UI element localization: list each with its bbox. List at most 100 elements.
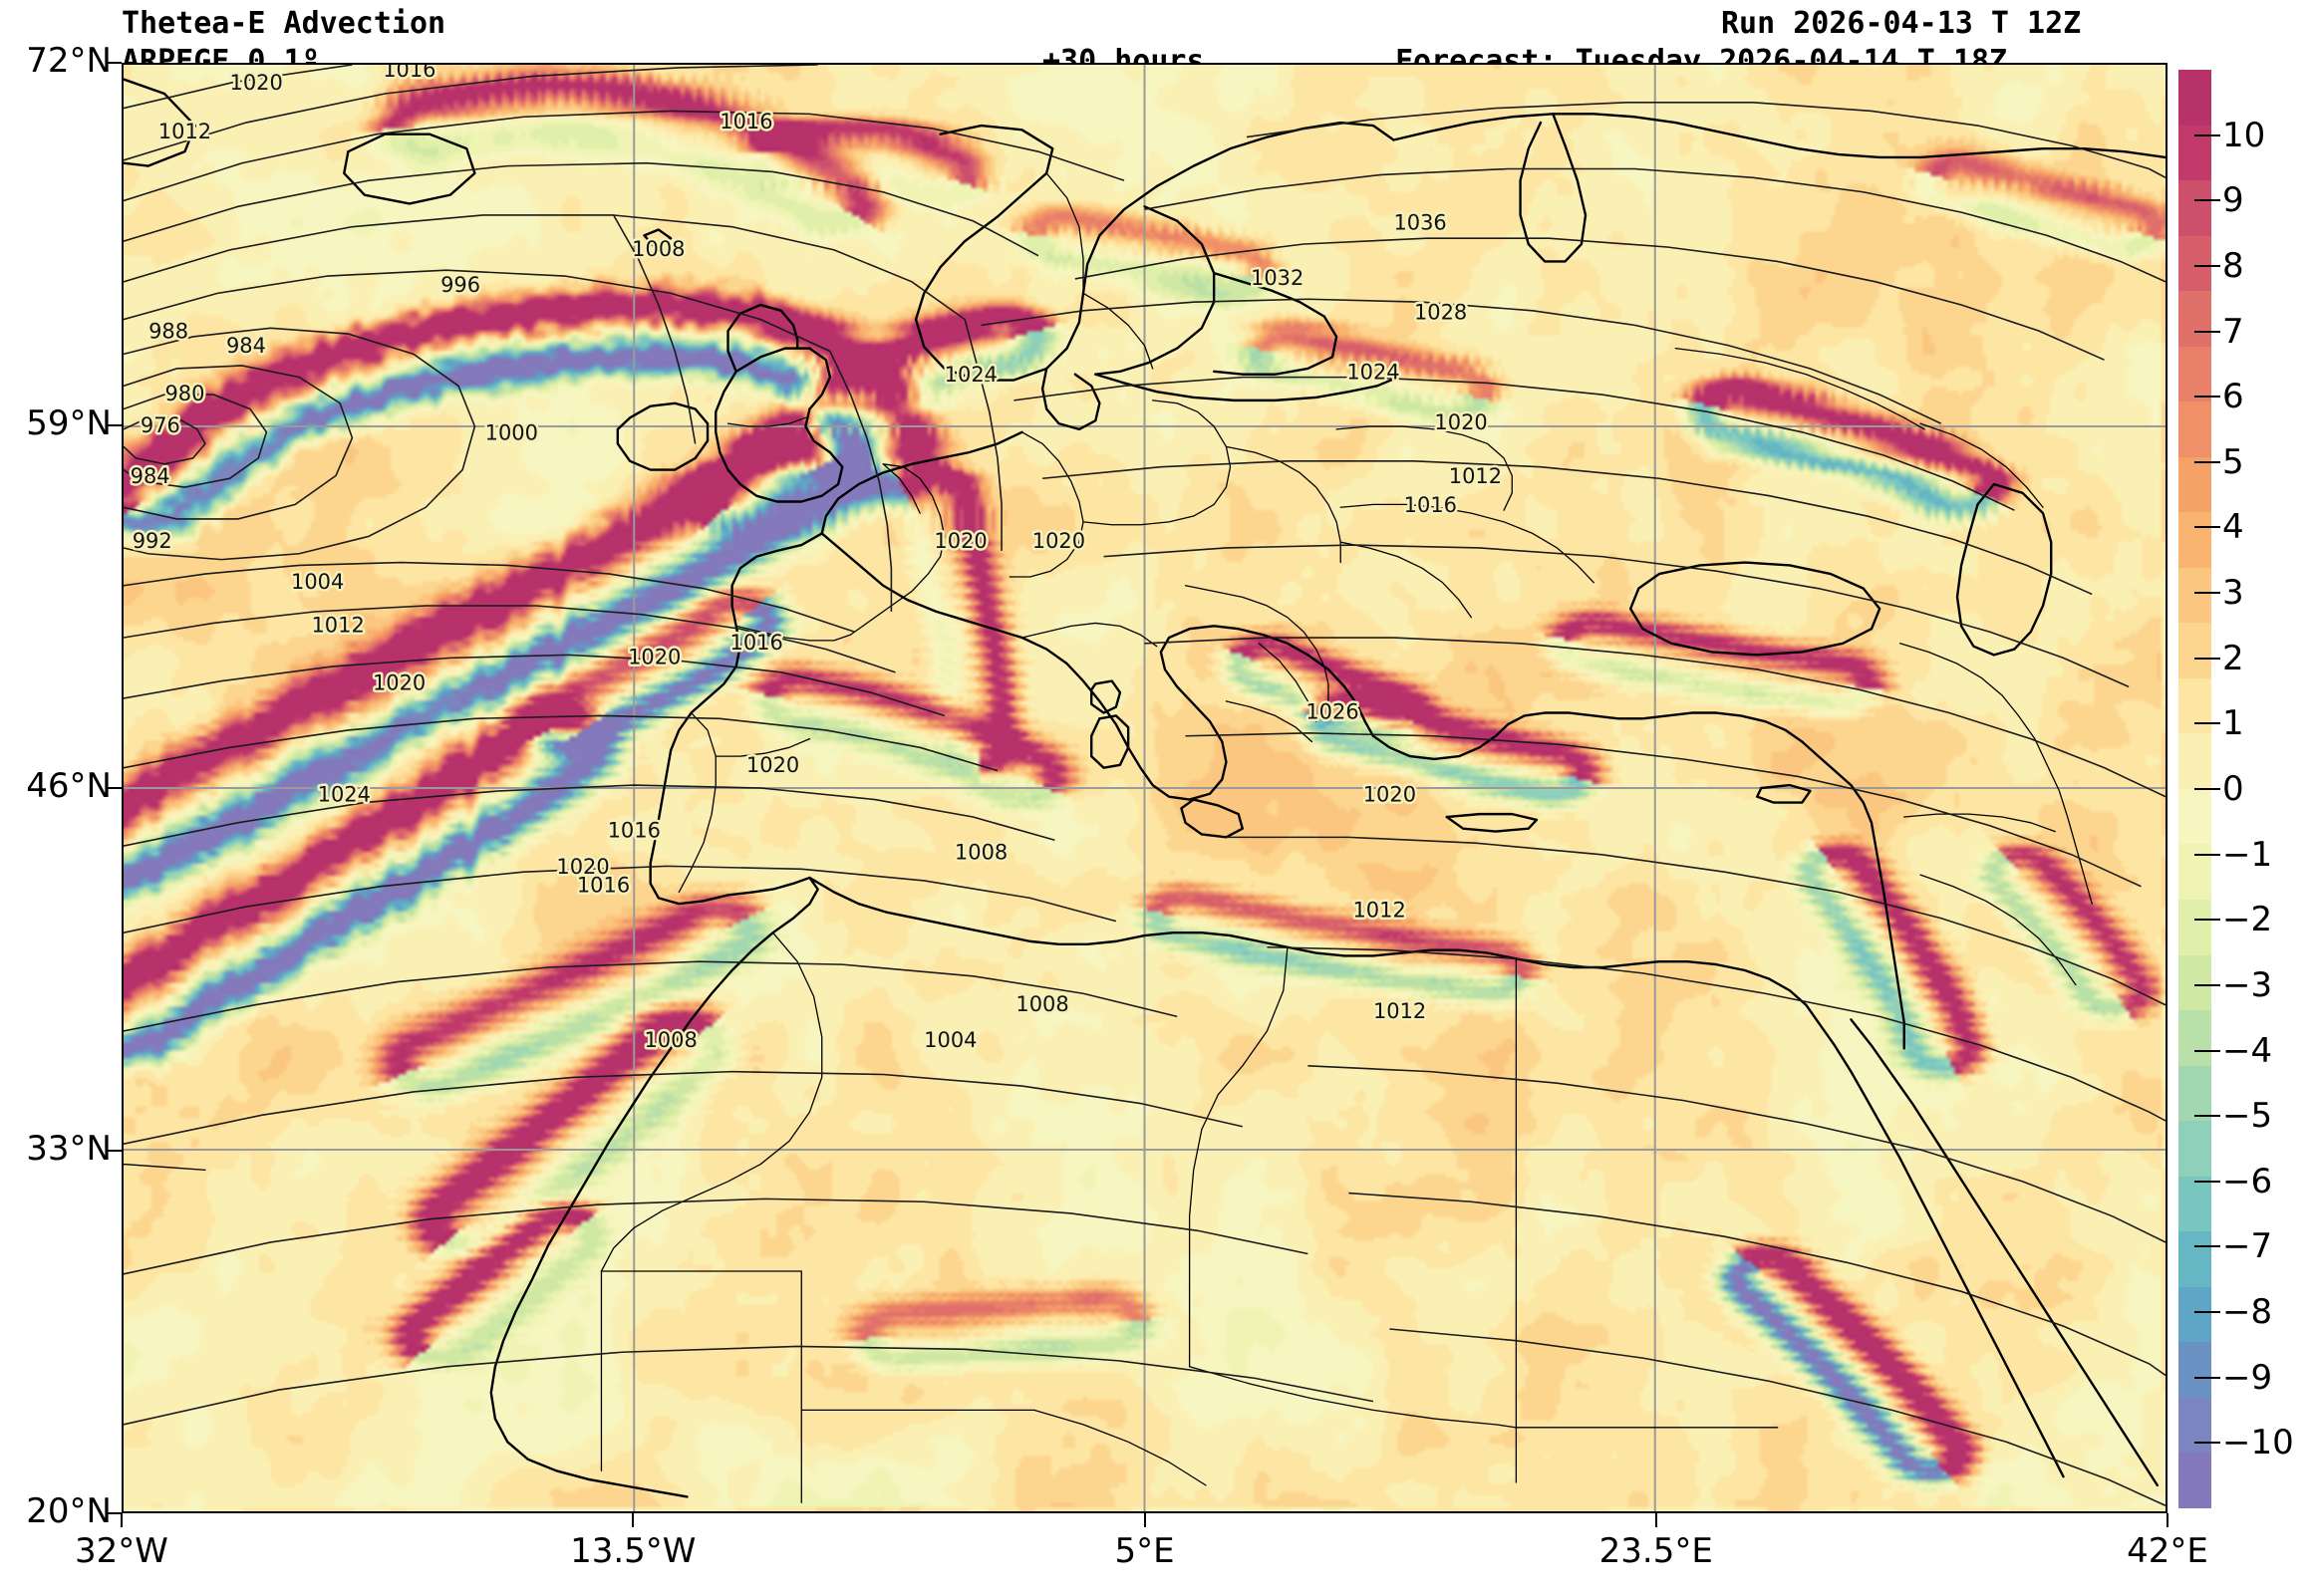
isobar-label: 1024 — [945, 363, 998, 387]
isobar-label-halo: 1020 — [373, 670, 426, 694]
colorbar-tick-mark — [2194, 983, 2220, 986]
isobar-label: 1012 — [311, 613, 364, 637]
isobar-label-halo: 976 — [141, 413, 180, 437]
y-tick-mark — [108, 787, 122, 789]
isobar-label-halo: 992 — [133, 529, 172, 553]
isobar-label-halo: 1012 — [1449, 464, 1502, 488]
isobar-label: 1020 — [628, 645, 681, 668]
colorbar-band — [2178, 733, 2211, 789]
isobar-label: 1016 — [1404, 493, 1457, 517]
isobar-label-halo: 1024 — [1346, 360, 1399, 384]
isobar-label: 1036 — [1393, 211, 1446, 235]
isobar-label-halo: 1016 — [1404, 493, 1457, 517]
colorbar-tick-mark — [2194, 264, 2220, 267]
isobar-label-halo: 1036 — [1393, 211, 1446, 235]
isobar-label: 1020 — [1363, 782, 1416, 806]
x-axis-tick-label-0: 32°W — [75, 1531, 168, 1571]
colorbar-band — [2178, 291, 2211, 347]
isobar-label: 1028 — [1414, 301, 1467, 325]
isobar-label-halo: 1016 — [730, 631, 783, 655]
colorbar-band — [2178, 788, 2211, 845]
colorbar-tick-label-19: −9 — [2222, 1357, 2273, 1398]
colorbar-tick-label-4: 6 — [2222, 377, 2244, 417]
page-title: Thetea-E Advection — [122, 6, 446, 41]
isobar-label: 1008 — [1015, 992, 1068, 1016]
run-datetime-label: Run 2026-04-13 T 12Z — [1721, 6, 2082, 41]
colorbar-band — [2178, 1010, 2211, 1066]
isobar-label: 1032 — [1251, 266, 1303, 290]
y-tick-mark — [108, 1150, 122, 1152]
colorbar-tick-mark — [2194, 788, 2220, 790]
x-axis-tick-label-2: 5°E — [1114, 1531, 1175, 1571]
isobar-label-halo: 988 — [148, 320, 188, 344]
colorbar-band — [2178, 1065, 2211, 1122]
colorbar-tick-label-20: −10 — [2222, 1423, 2294, 1463]
colorbar-tick-label-15: −5 — [2222, 1096, 2273, 1137]
isobar-label: 1004 — [291, 570, 344, 594]
colorbar-tick-label-11: −1 — [2222, 834, 2273, 875]
isobar-label-halo: 1020 — [1032, 529, 1085, 553]
colorbar-tick-label-3: 7 — [2222, 311, 2244, 352]
isobar-label: 1016 — [577, 874, 630, 898]
isobar-label: 984 — [226, 334, 266, 358]
colorbar-tick-mark — [2194, 1180, 2220, 1183]
map-plot-area[interactable]: 1020 1020 1016 1016 1012 1012 1016 1016 1008 1008… — [122, 63, 2168, 1513]
isobar-label: 1012 — [1352, 898, 1405, 922]
colorbar-tick-mark — [2194, 1115, 2220, 1118]
isobar-label-halo: 1008 — [632, 237, 685, 261]
isobar-label: 1020 — [934, 529, 987, 553]
isobar-label: 1000 — [485, 420, 538, 444]
colorbar-tick-label-10: 0 — [2222, 769, 2244, 809]
isobar-label-halo: 1020 — [556, 855, 609, 879]
isobar-label: 1020 — [373, 670, 426, 694]
isobar-label-halo: 1020 — [934, 529, 987, 553]
x-tick-mark — [121, 1513, 123, 1527]
x-tick-mark — [1143, 1513, 1146, 1527]
isobar-label: 1020 — [556, 855, 609, 879]
colorbar-band — [2178, 623, 2211, 678]
x-tick-mark — [1654, 1513, 1657, 1527]
y-axis-tick-label-0: 72°N — [26, 41, 112, 81]
x-axis-tick-label-1: 13.5°W — [570, 1531, 697, 1571]
colorbar-band — [2178, 346, 2211, 402]
isobar-label-halo: 1020 — [1434, 410, 1487, 434]
x-tick-mark — [2167, 1513, 2168, 1527]
isobar-label-halo: 1024 — [945, 363, 998, 387]
isobar-label-halo: 1020 — [628, 645, 681, 668]
colorbar-tick-mark — [2194, 330, 2220, 333]
isobar-label: 1004 — [924, 1028, 977, 1052]
isobar-label-halo: 1012 — [1352, 898, 1405, 922]
isobar-label: 1020 — [230, 71, 283, 95]
isobar-label: 1012 — [1373, 999, 1426, 1023]
colorbar-tick-mark — [2194, 853, 2220, 856]
isobar-label: 1016 — [730, 631, 783, 655]
colorbar-tick-mark — [2194, 1376, 2220, 1379]
isobar-label-halo: 1000 — [485, 420, 538, 444]
isobar-label-halo: 1020 — [746, 753, 799, 777]
isobar-contours — [124, 65, 2166, 1506]
colorbar-band — [2178, 1342, 2211, 1398]
y-axis-tick-label-1: 59°N — [26, 403, 112, 443]
isobar-label-halo: 984 — [226, 334, 266, 358]
colorbar-tick-label-1: 9 — [2222, 180, 2244, 221]
y-tick-mark — [108, 424, 122, 426]
isobar-label-halo: 1008 — [644, 1028, 697, 1052]
colorbar-band — [2178, 401, 2211, 457]
colorbar-tick-mark — [2194, 133, 2220, 136]
isobar-label: 1008 — [955, 840, 1008, 864]
isobar-label-halo: 1016 — [608, 819, 661, 843]
isobar-label-halo: 1032 — [1251, 266, 1303, 290]
colorbar-tick-mark — [2194, 1442, 2220, 1445]
colorbar-tick-label-14: −4 — [2222, 1030, 2273, 1071]
colorbar-tick-label-17: −7 — [2222, 1226, 2273, 1267]
colorbar-tick-label-0: 10 — [2222, 115, 2266, 155]
isobar-label: 976 — [141, 413, 180, 437]
colorbar-tick-label-16: −6 — [2222, 1161, 2273, 1201]
isobar-label-halo: 1012 — [158, 120, 211, 143]
isobar-label: 988 — [148, 320, 188, 344]
colorbar-tick-mark — [2194, 526, 2220, 529]
colorbar-tick-label-2: 8 — [2222, 245, 2244, 286]
isobar-label: 980 — [164, 382, 204, 405]
colorbar-tick-mark — [2194, 722, 2220, 725]
